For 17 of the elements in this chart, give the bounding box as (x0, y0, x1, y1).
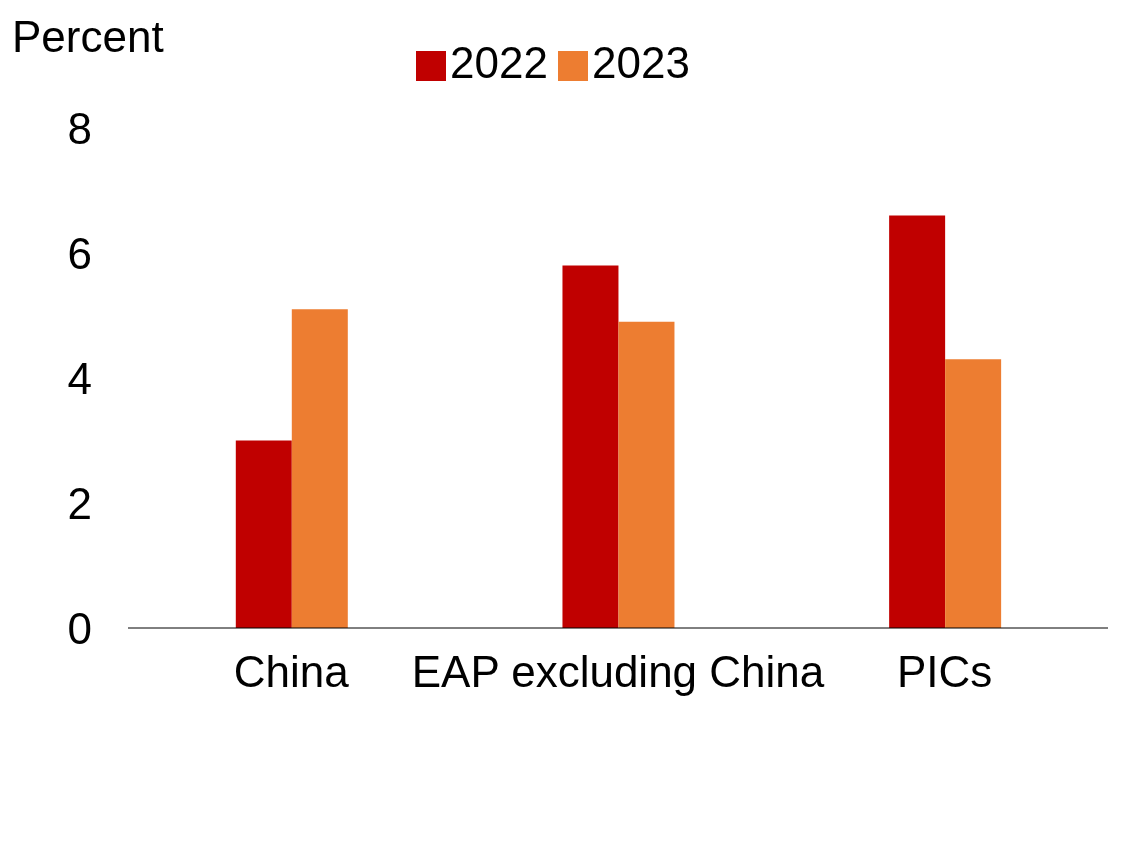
y-tick-label: 4 (67, 353, 92, 403)
legend-label: 2023 (592, 38, 690, 87)
legend-label: 2022 (450, 38, 548, 87)
bar (235, 440, 292, 628)
bar (562, 265, 619, 628)
bar (889, 215, 946, 628)
bar (291, 309, 348, 628)
bar (945, 359, 1002, 628)
y-tick-label: 6 (67, 228, 92, 278)
y-tick-label: 2 (67, 478, 92, 528)
y-tick-label: 8 (67, 103, 92, 153)
x-tick-label: China (233, 647, 350, 697)
x-tick-label: PICs (896, 647, 993, 697)
y-tick-label: 0 (67, 603, 92, 653)
bar (618, 321, 675, 628)
x-tick-label: EAP excluding China (411, 647, 825, 697)
y-axis-title: Percent (12, 12, 164, 62)
